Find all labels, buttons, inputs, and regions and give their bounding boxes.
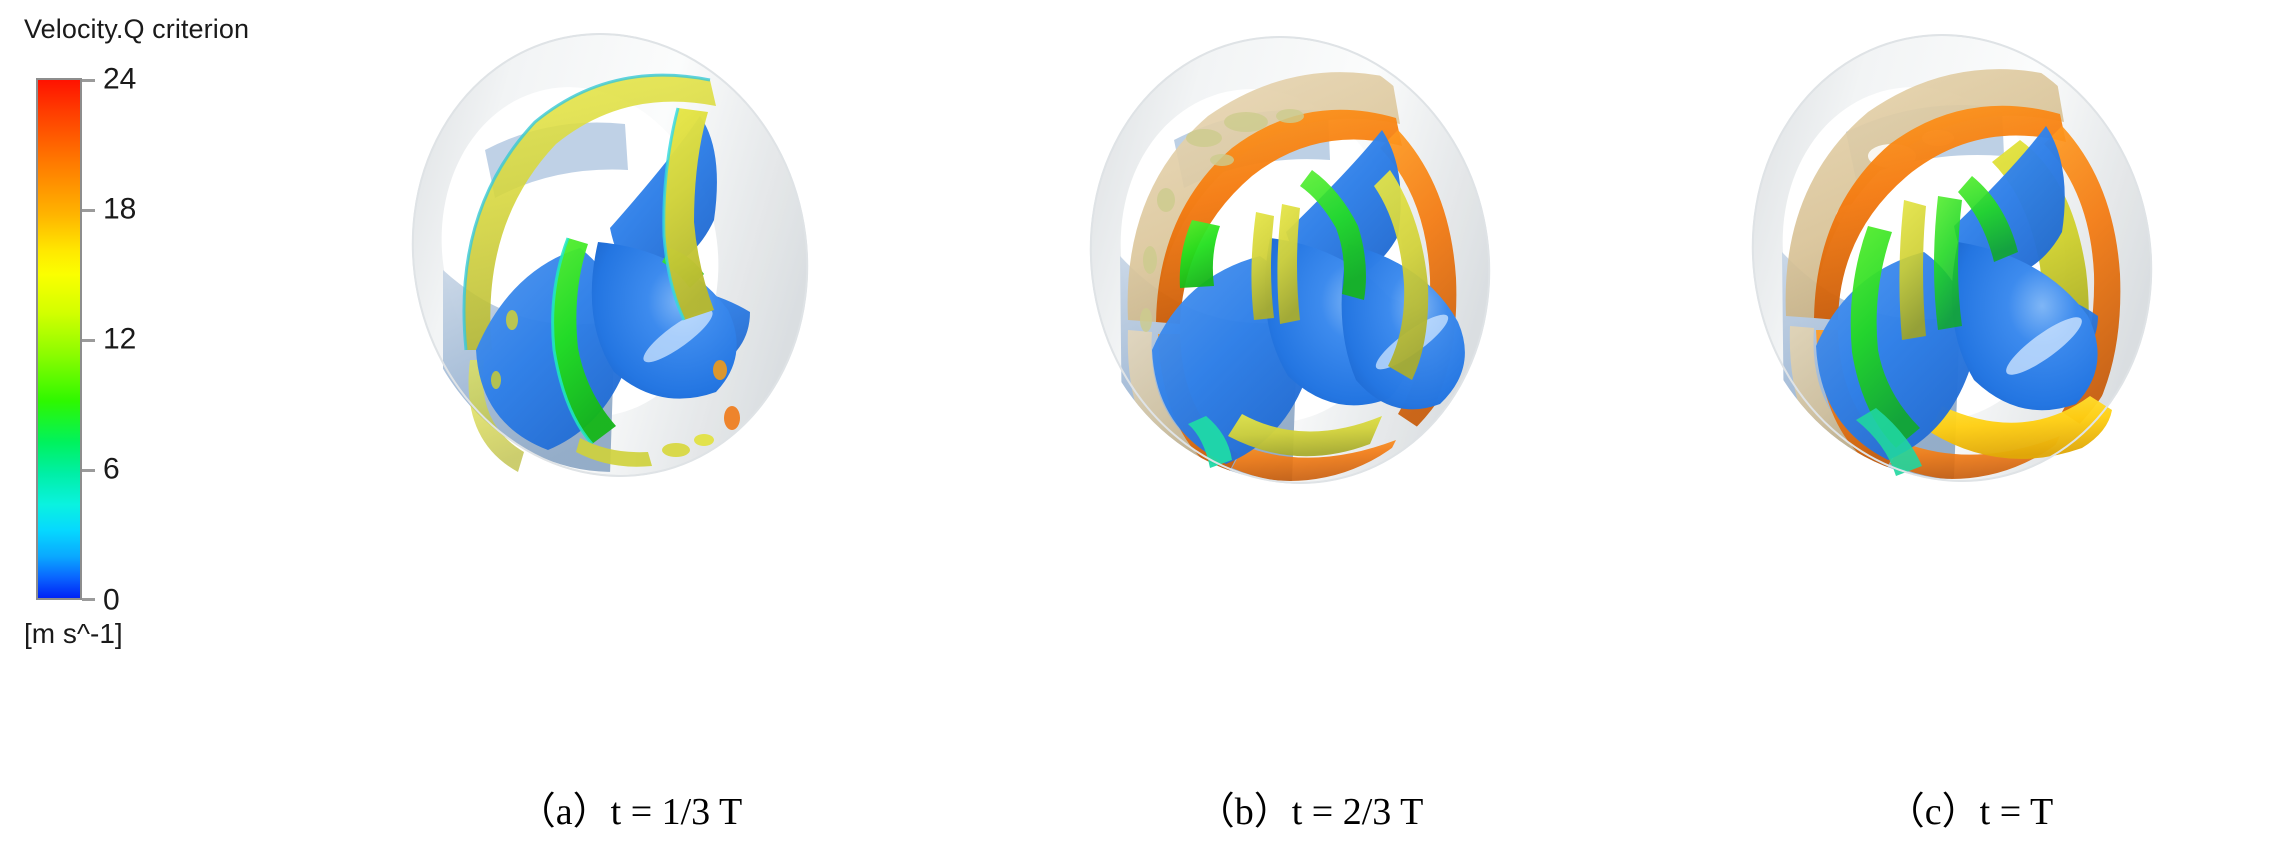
panel-caption-b: （b）t = 2/3 T xyxy=(1196,791,1424,833)
tip-vortex-band-a xyxy=(462,73,716,472)
colorbar-tick-12 xyxy=(82,339,95,342)
colorbar-tick-6 xyxy=(82,469,95,472)
trailing-sheet-b xyxy=(1228,414,1382,457)
colorbar-tick-0 xyxy=(82,598,95,601)
panel-c: （c）t = T xyxy=(1620,0,2281,866)
colorbar-tick-label-0: 0 xyxy=(103,583,120,617)
colorbar-tick-label-18: 18 xyxy=(103,192,137,226)
color-legend: Velocity.Q criterion 24 18 12 6 0 [m s^-… xyxy=(0,0,260,680)
colorbar-tick-18 xyxy=(82,209,95,212)
panel-a: （a）t = 1/3 T xyxy=(280,0,980,866)
render-view-b xyxy=(960,20,1660,490)
vortex-fragments-a xyxy=(491,310,740,467)
render-view-a xyxy=(280,20,980,490)
legend-unit-label: [m s^-1] xyxy=(24,618,123,649)
legend-title: Velocity.Q criterion xyxy=(24,14,250,44)
render-view-c xyxy=(1620,20,2281,490)
colorbar-gradient xyxy=(36,78,82,600)
colorbar-tick-label-24: 24 xyxy=(103,62,137,96)
vortex-sheets-green-c xyxy=(1850,176,2018,476)
colorbar-tick-24 xyxy=(82,79,95,82)
vortex-sheet-yellow-a xyxy=(662,107,714,321)
duct-rim-a xyxy=(411,33,809,477)
hub-nosecone-c xyxy=(1951,242,2098,411)
colorbar-tick-label-6: 6 xyxy=(103,452,120,486)
duct-rim-c xyxy=(1751,34,2153,482)
vortex-fragments-b xyxy=(1140,109,1304,332)
panel-b: （b）t = 2/3 T xyxy=(960,0,1660,866)
panel-caption-c: （c）t = T xyxy=(1886,791,2054,833)
panel-caption-a: （a）t = 1/3 T xyxy=(517,791,743,833)
colorbar xyxy=(36,78,82,600)
vortex-tubes-b xyxy=(1179,170,1429,468)
colorbar-tick-label-12: 12 xyxy=(103,322,137,356)
duct-rim-b xyxy=(1089,36,1491,484)
